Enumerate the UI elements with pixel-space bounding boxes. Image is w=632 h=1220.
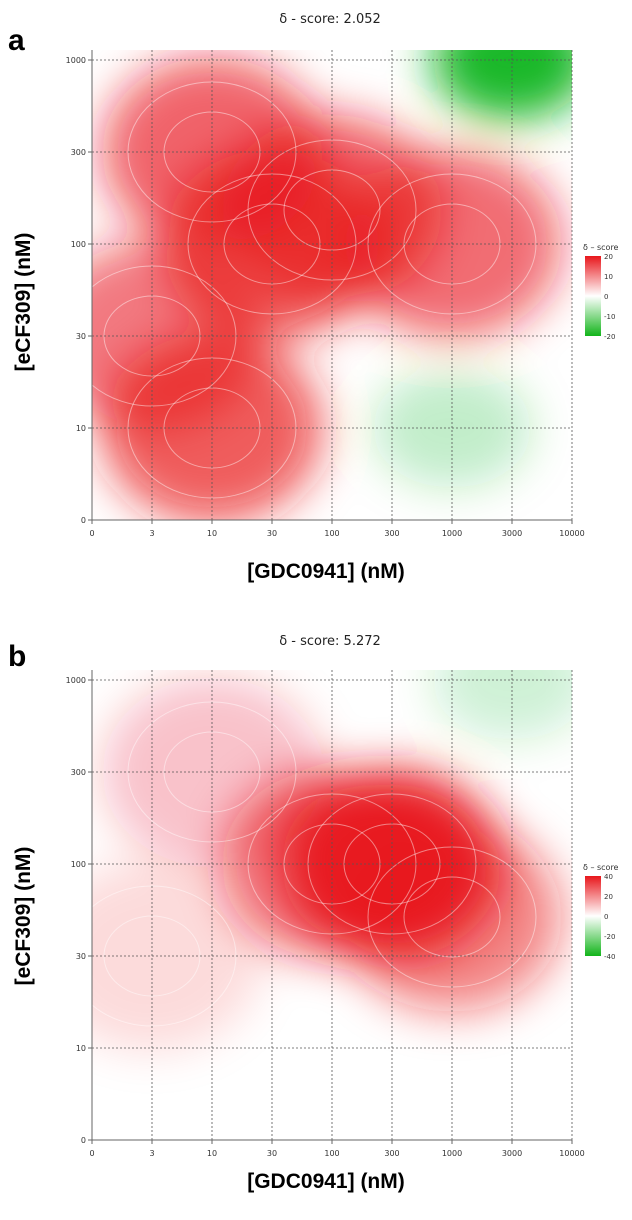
contour-line bbox=[403, 876, 501, 958]
x-axis-label: [GDC0941] (nM) bbox=[247, 560, 405, 583]
y-tick-label: 0 bbox=[81, 1136, 86, 1145]
plot-title: δ - score: 2.052 bbox=[279, 12, 381, 27]
y-tick-label: 1000 bbox=[66, 676, 86, 685]
x-tick-label: 1000 bbox=[442, 1149, 462, 1158]
legend-title: δ – score bbox=[583, 863, 619, 872]
legend-tick-label: 10 bbox=[604, 273, 613, 281]
x-tick-label: 10000 bbox=[559, 529, 584, 538]
legend-tick-label: -20 bbox=[604, 333, 615, 341]
panel-letter: a bbox=[8, 24, 25, 57]
heat-region bbox=[432, 670, 572, 740]
legend-tick-label: 20 bbox=[604, 253, 613, 261]
x-axis-label: [GDC0941] (nM) bbox=[247, 1170, 405, 1193]
panel-letter: b bbox=[8, 640, 27, 673]
x-tick-label: 30 bbox=[267, 1149, 277, 1158]
legend-tick-label: -40 bbox=[604, 953, 615, 961]
x-tick-label: 3 bbox=[149, 1149, 154, 1158]
y-tick-label: 30 bbox=[76, 952, 86, 961]
x-tick-label: 0 bbox=[89, 1149, 94, 1158]
x-tick-label: 300 bbox=[384, 529, 399, 538]
y-tick-label: 1000 bbox=[66, 56, 86, 65]
x-tick-label: 100 bbox=[324, 529, 339, 538]
x-tick-label: 30 bbox=[267, 529, 277, 538]
y-tick-label: 10 bbox=[76, 1044, 86, 1053]
legend-colorbar bbox=[585, 876, 601, 956]
legend-tick-label: -20 bbox=[604, 933, 615, 941]
x-tick-label: 300 bbox=[384, 1149, 399, 1158]
y-axis-label: [eCF309] (nM) bbox=[12, 846, 35, 986]
y-axis-label: [eCF309] (nM) bbox=[12, 232, 35, 372]
y-tick-label: 30 bbox=[76, 332, 86, 341]
x-tick-label: 0 bbox=[89, 529, 94, 538]
legend-title: δ – score bbox=[583, 243, 619, 252]
legend-tick-label: -10 bbox=[604, 313, 615, 321]
legend-colorbar bbox=[585, 256, 601, 336]
legend-tick-label: 40 bbox=[604, 873, 613, 881]
x-tick-label: 3 bbox=[149, 529, 154, 538]
y-tick-label: 100 bbox=[71, 860, 86, 869]
x-tick-label: 10000 bbox=[559, 1149, 584, 1158]
panel-b: b δ - score: 5.272 0 3 10 30 100 300 1000 3000 1… bbox=[0, 602, 632, 1204]
heatmap-chart: 0 3 10 30 100 300 1000 3000 10000010301003001000… bbox=[66, 670, 619, 1158]
legend-tick-label: 0 bbox=[604, 913, 608, 921]
x-tick-label: 1000 bbox=[442, 529, 462, 538]
x-tick-label: 10 bbox=[207, 1149, 217, 1158]
plot-title: δ - score: 5.272 bbox=[279, 634, 381, 649]
legend-tick-label: 20 bbox=[604, 893, 613, 901]
contour-line bbox=[247, 139, 417, 281]
y-tick-label: 300 bbox=[71, 768, 86, 777]
x-tick-label: 10 bbox=[207, 529, 217, 538]
y-tick-label: 0 bbox=[81, 516, 86, 525]
panel-a: a δ - score: 2.052 0 3 10 30 100 300 1000 3000 1… bbox=[0, 0, 632, 602]
heatmap-chart: 0 3 10 30 100 300 1000 3000 10000010301003001000… bbox=[66, 50, 619, 538]
heat-region bbox=[432, 50, 572, 120]
x-tick-label: 3000 bbox=[502, 1149, 522, 1158]
y-tick-label: 300 bbox=[71, 148, 86, 157]
y-tick-label: 10 bbox=[76, 424, 86, 433]
y-tick-label: 100 bbox=[71, 240, 86, 249]
legend-tick-label: 0 bbox=[604, 293, 608, 301]
x-tick-label: 3000 bbox=[502, 529, 522, 538]
x-tick-label: 100 bbox=[324, 1149, 339, 1158]
heat-region bbox=[342, 821, 562, 1012]
